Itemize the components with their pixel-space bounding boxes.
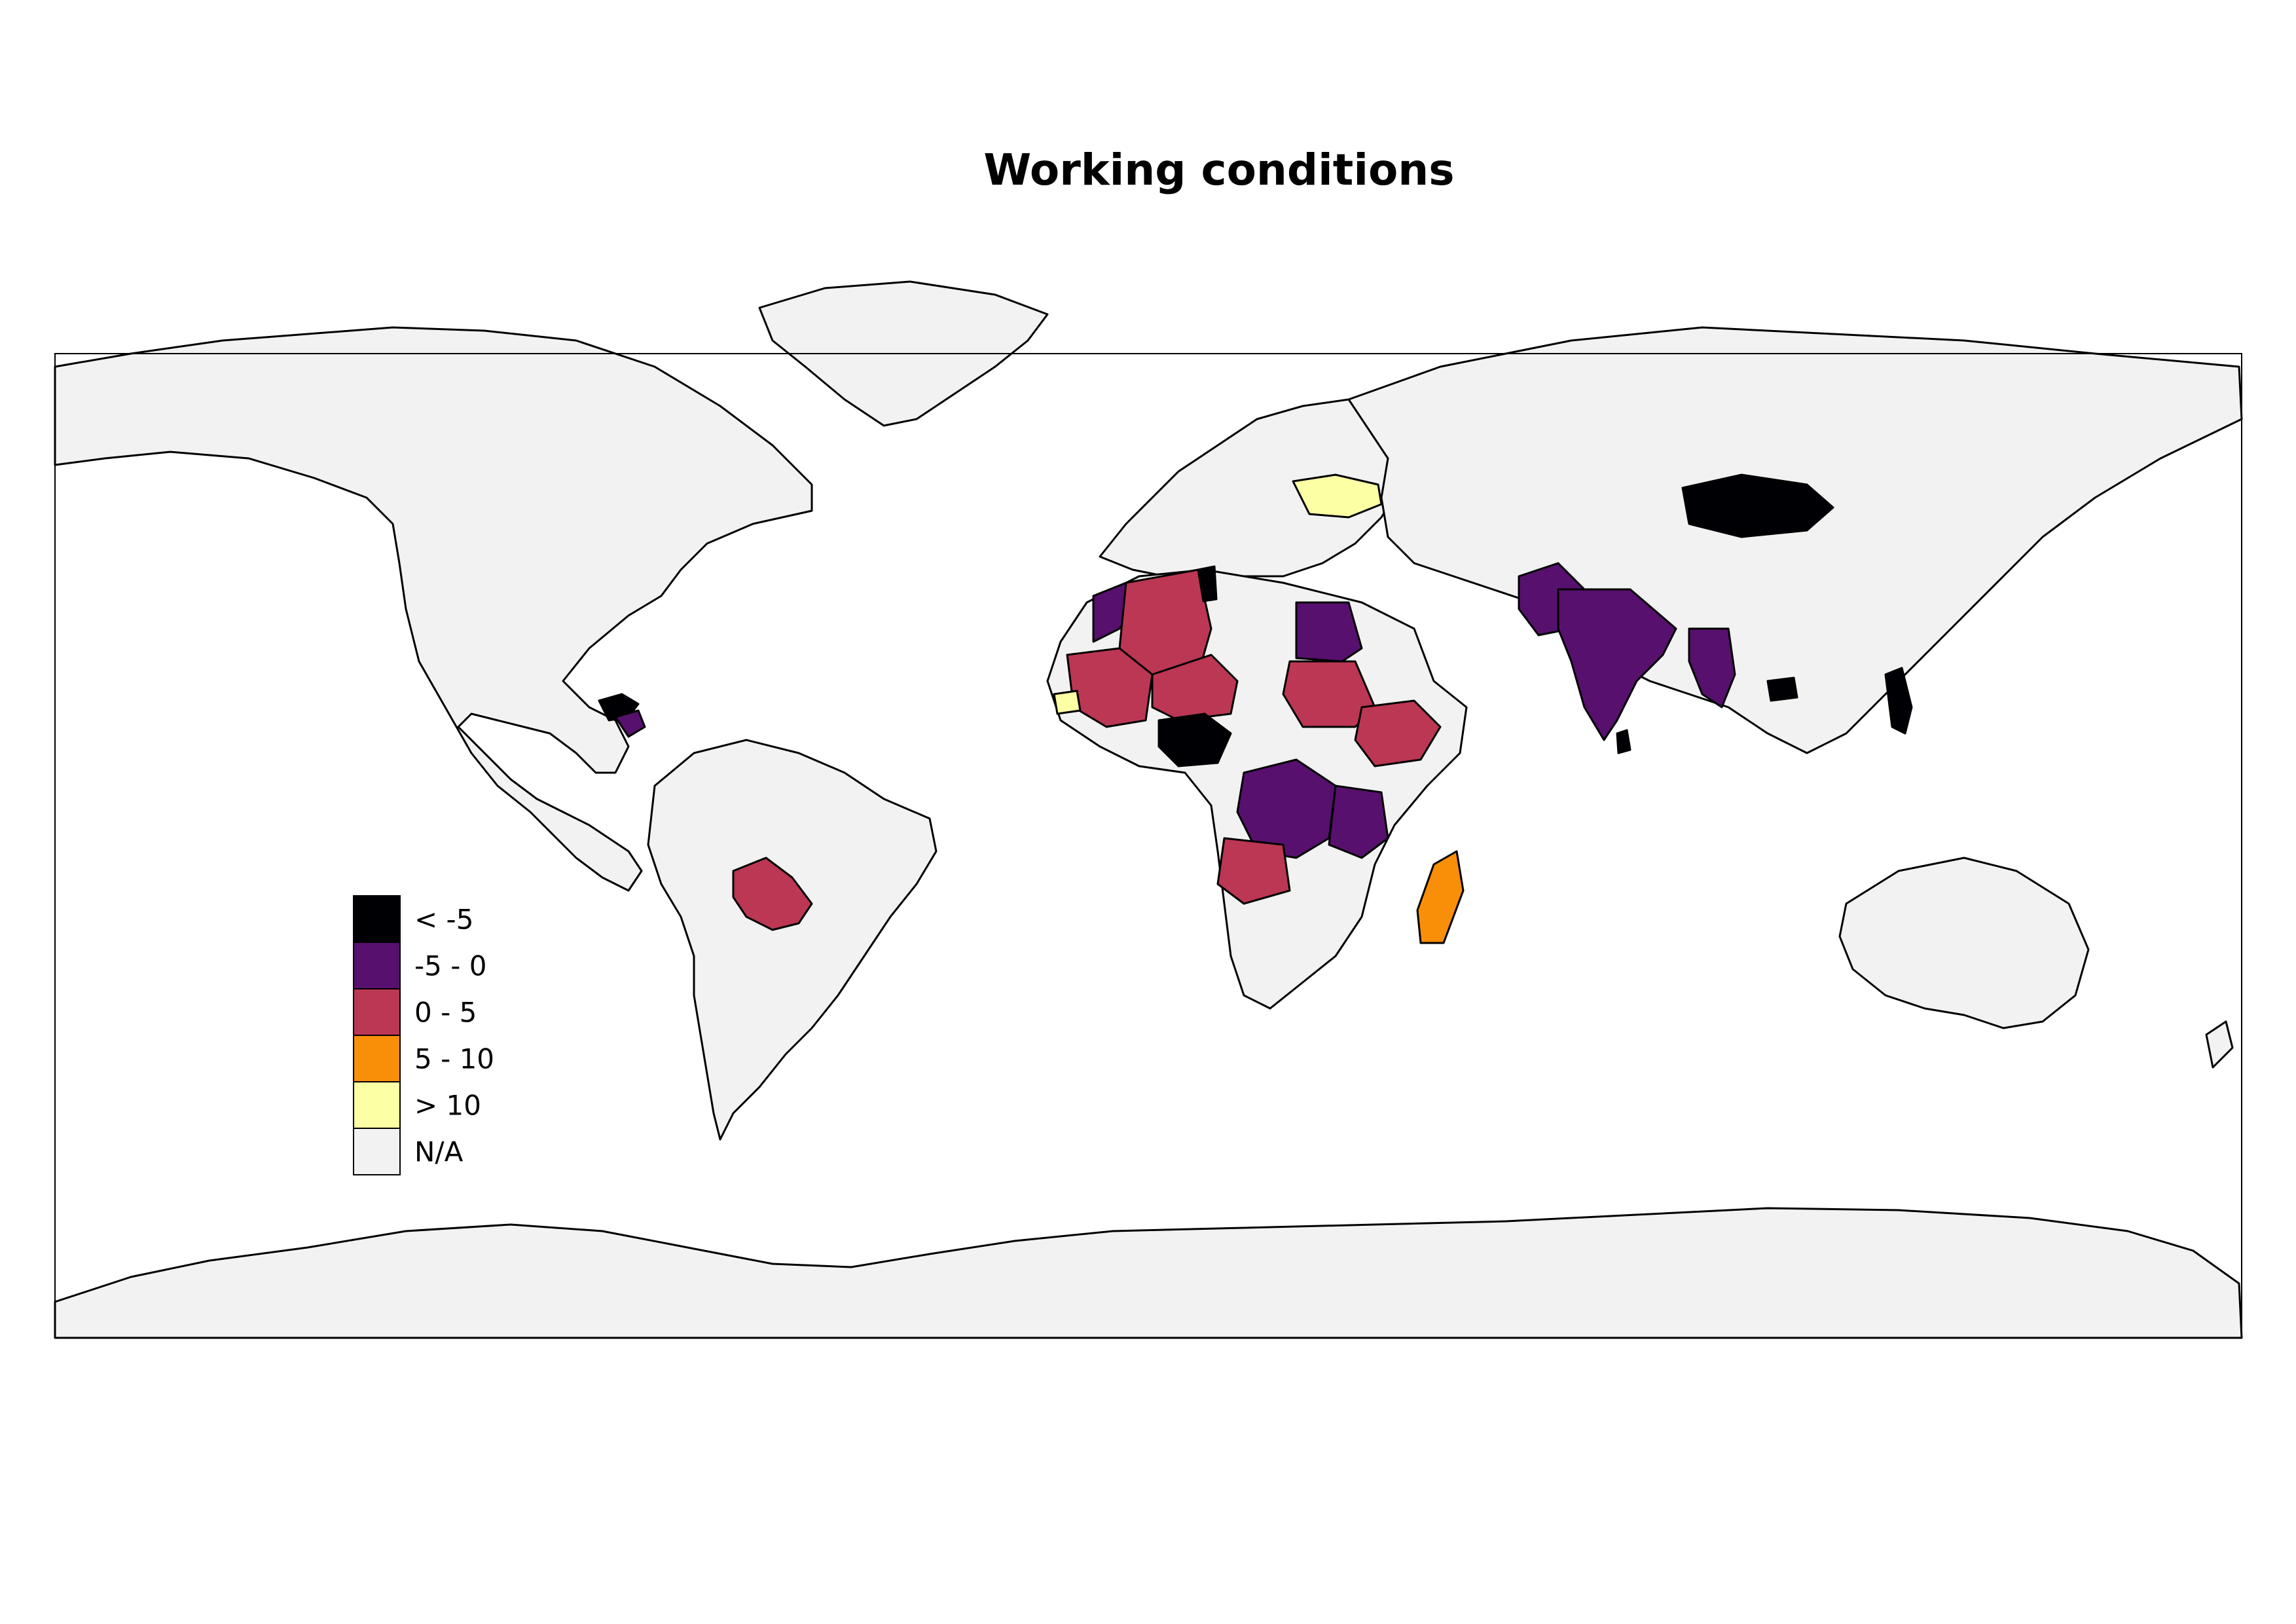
south-america bbox=[647, 739, 938, 1141]
antarctica bbox=[54, 1207, 2243, 1339]
legend-swatch bbox=[353, 988, 401, 1036]
cambodia bbox=[1766, 676, 1798, 702]
egypt bbox=[1295, 601, 1363, 663]
legend-swatch bbox=[353, 1035, 401, 1082]
legend: < -5 -5 - 0 0 - 5 5 - 10 > 10 N/A bbox=[353, 895, 494, 1175]
map-frame bbox=[54, 353, 2242, 1338]
nigeria bbox=[1157, 712, 1232, 767]
senegal bbox=[1053, 690, 1082, 715]
map-title: Working conditions bbox=[983, 145, 1454, 195]
map-area bbox=[54, 280, 2243, 1339]
new-zealand bbox=[2205, 1020, 2234, 1069]
ukraine bbox=[1292, 473, 1383, 519]
ethiopia bbox=[1354, 699, 1442, 767]
dr-congo bbox=[1236, 758, 1337, 859]
asia bbox=[1347, 326, 2243, 754]
north-america bbox=[54, 326, 813, 892]
angola bbox=[1216, 837, 1291, 905]
legend-label: N/A bbox=[414, 1136, 464, 1168]
madagascar bbox=[1416, 850, 1465, 944]
india bbox=[1557, 588, 1677, 741]
myanmar bbox=[1688, 627, 1736, 709]
tunisia bbox=[1197, 565, 1218, 602]
legend-swatch bbox=[353, 1128, 401, 1175]
nicaragua bbox=[614, 709, 646, 738]
legend-swatch bbox=[353, 942, 401, 989]
mongolia bbox=[1681, 473, 1834, 538]
sri-lanka bbox=[1616, 729, 1631, 754]
australia bbox=[1838, 857, 2090, 1029]
niger bbox=[1151, 654, 1239, 722]
legend-label: -5 - 0 bbox=[414, 950, 486, 982]
legend-swatch bbox=[353, 895, 401, 943]
philippines bbox=[1884, 667, 1913, 735]
legend-label: > 10 bbox=[414, 1090, 481, 1122]
legend-label: 5 - 10 bbox=[414, 1043, 494, 1075]
legend-swatch bbox=[353, 1081, 401, 1129]
legend-label: < -5 bbox=[414, 904, 473, 936]
bolivia bbox=[732, 857, 813, 931]
legend-label: 0 - 5 bbox=[414, 997, 477, 1029]
sudan bbox=[1282, 660, 1376, 728]
tanzania bbox=[1328, 784, 1389, 859]
